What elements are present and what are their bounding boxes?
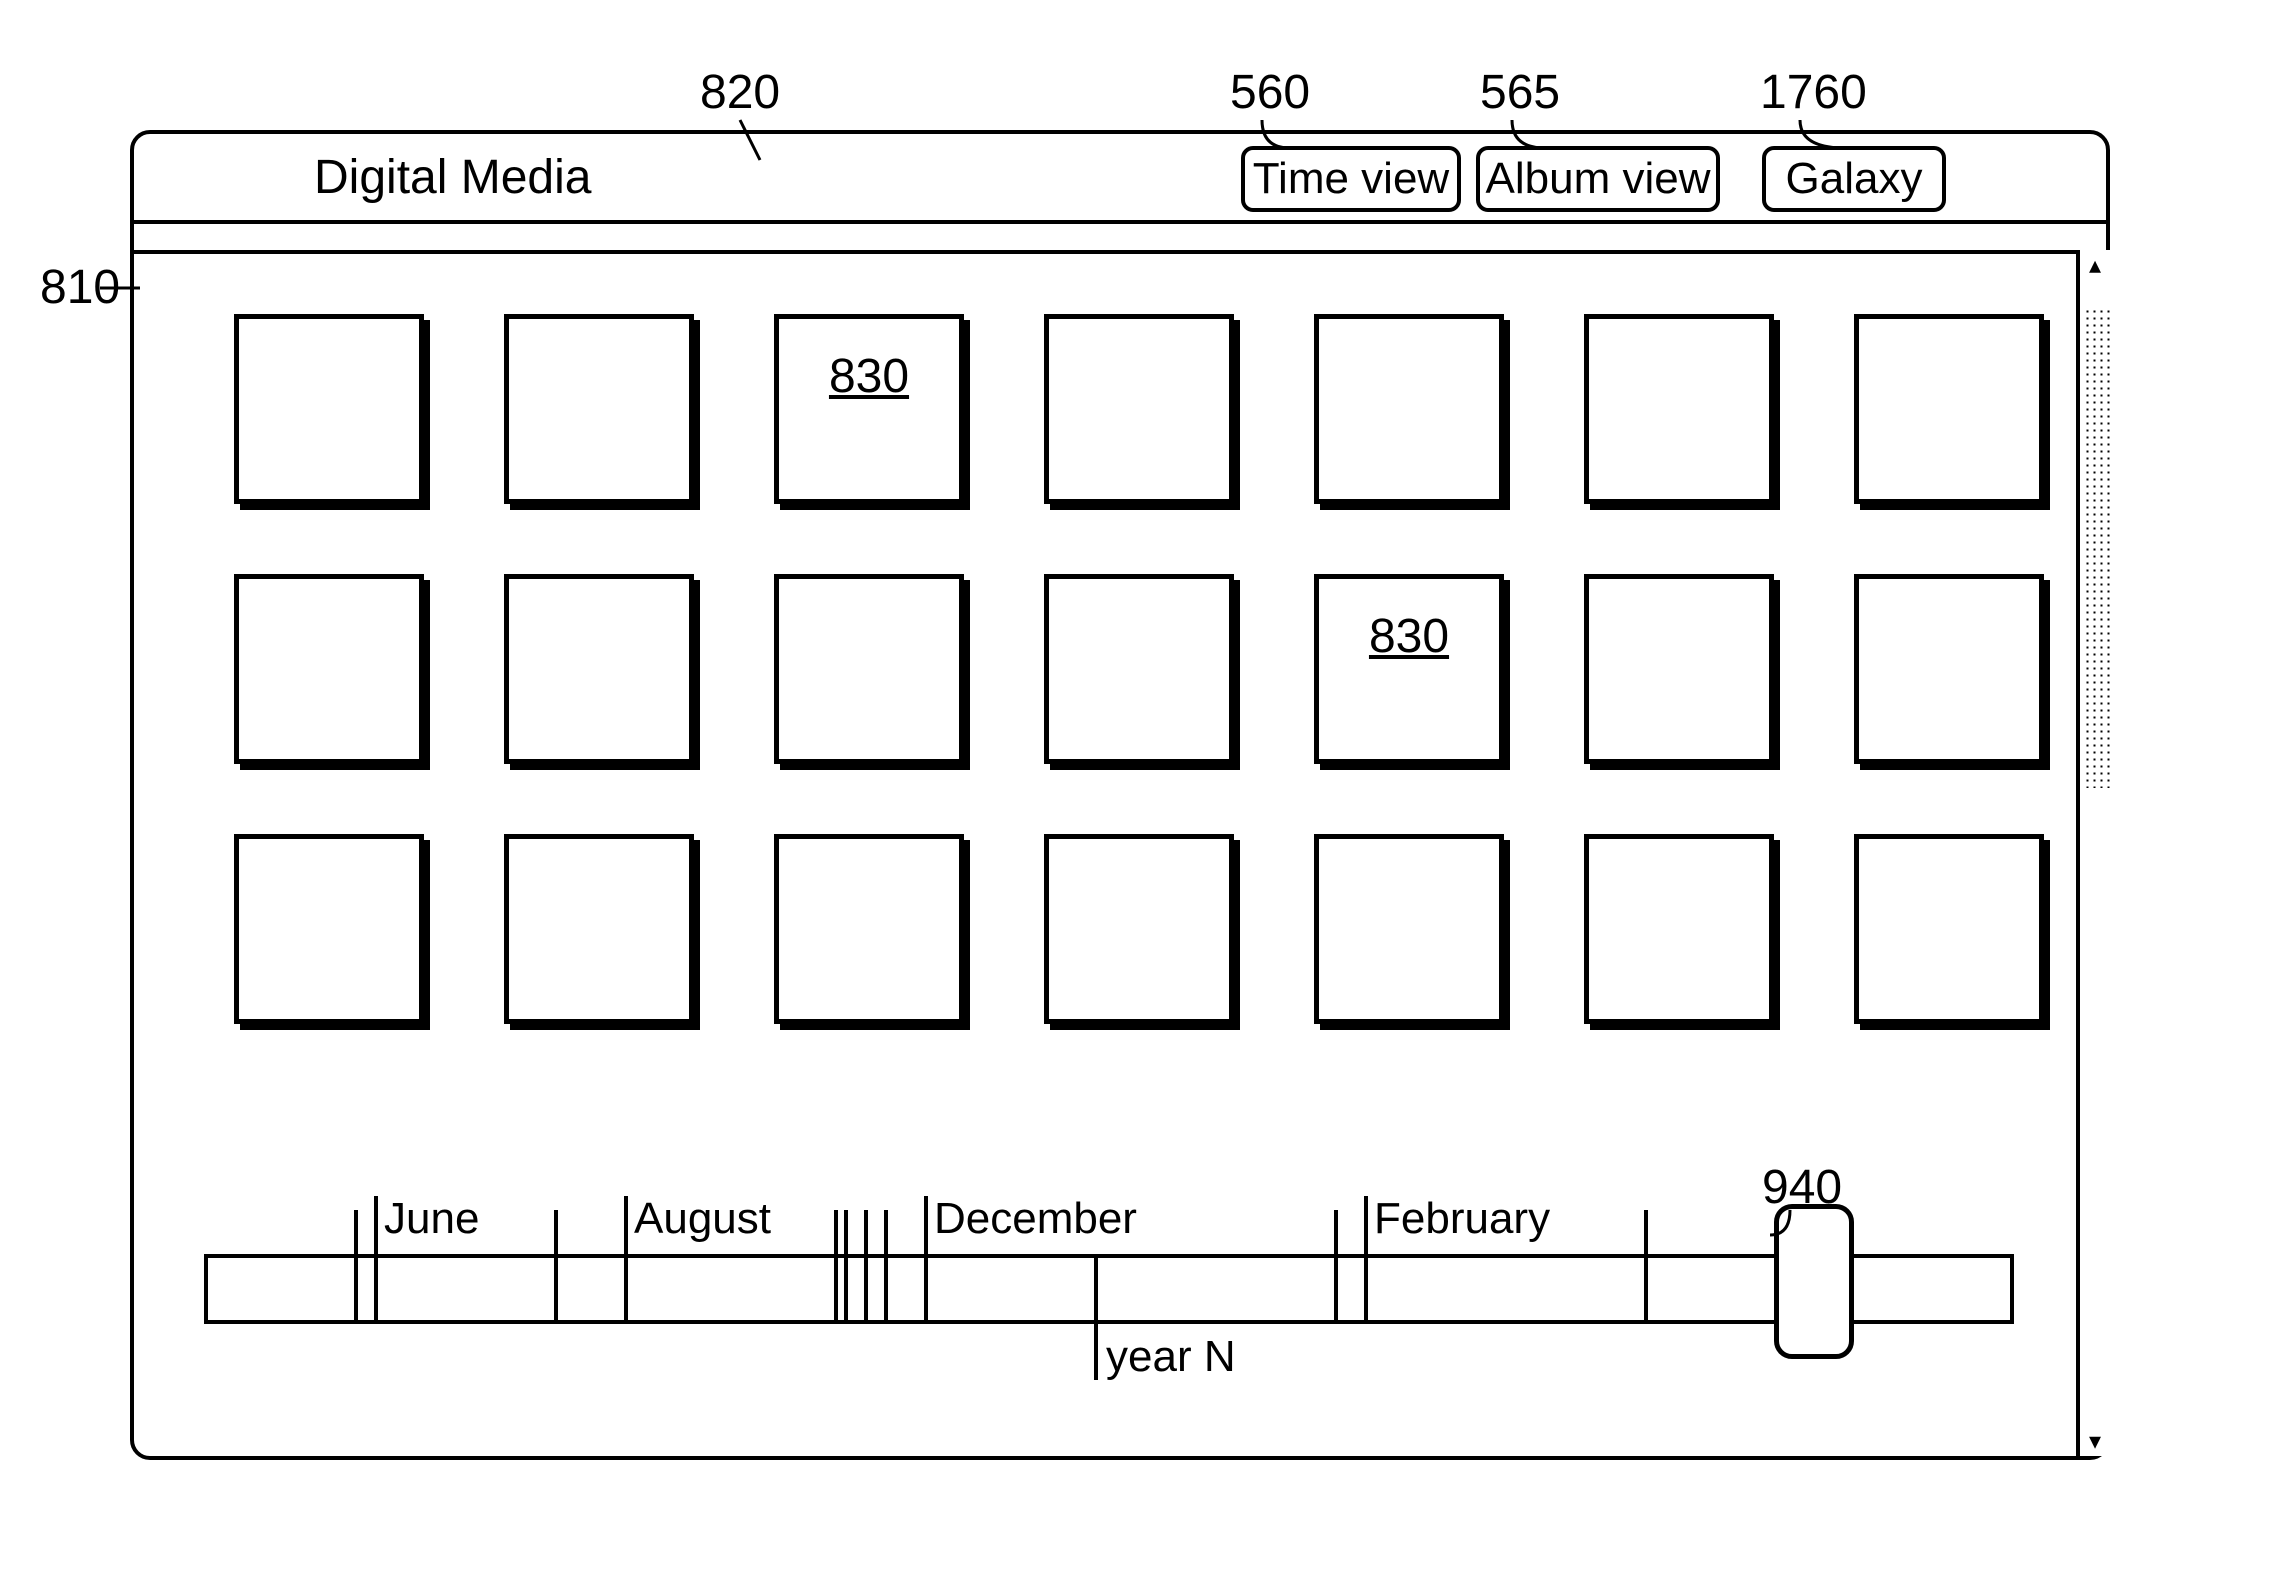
timeline-major-tick [1364,1196,1368,1324]
timeline-minor-tick [844,1210,848,1324]
scrollbar[interactable]: ▴▾ [2076,250,2110,1456]
media-tile[interactable] [1044,834,1234,1024]
timeline-month-label: June [384,1194,479,1244]
timeline-major-tick [624,1196,628,1324]
timeline-minor-tick [884,1210,888,1324]
content-divider [134,250,2106,254]
media-tile[interactable]: 830 [1314,574,1504,764]
media-tile[interactable] [234,574,424,764]
timeline-minor-tick [834,1210,838,1324]
timeline-year-tick [1094,1254,1098,1380]
timeline-minor-tick [1334,1210,1338,1324]
tile-ref-label: 830 [829,349,909,404]
timeline-major-tick [374,1196,378,1324]
timeline-year-label: year N [1106,1332,1236,1382]
media-tile[interactable] [1584,574,1774,764]
scroll-up-arrow-icon[interactable]: ▴ [2080,250,2110,280]
media-tile[interactable] [1044,314,1234,504]
scroll-thumb[interactable] [2084,308,2110,788]
timeline-month-label: August [634,1194,771,1244]
media-tile[interactable] [1584,834,1774,1024]
media-tile[interactable] [504,574,694,764]
media-tile[interactable] [1584,314,1774,504]
tile-ref-label: 830 [1369,609,1449,664]
timeline-major-tick [924,1196,928,1324]
media-tile[interactable] [1044,574,1234,764]
media-tile[interactable] [774,834,964,1024]
media-tile[interactable] [1854,574,2044,764]
app-title: Digital Media [134,150,591,205]
media-tile[interactable]: 830 [774,314,964,504]
media-tile[interactable] [504,834,694,1024]
media-tile[interactable] [1854,314,2044,504]
media-tile[interactable] [774,574,964,764]
media-tile[interactable] [504,314,694,504]
timeline-minor-tick [554,1210,558,1324]
timeline-minor-tick [354,1210,358,1324]
scroll-down-arrow-icon[interactable]: ▾ [2080,1426,2110,1456]
timeline-minor-tick [864,1210,868,1324]
media-tile[interactable] [1854,834,2044,1024]
timeline-month-label: February [1374,1194,1550,1244]
media-tile[interactable] [234,834,424,1024]
media-tile[interactable] [1314,314,1504,504]
timeline-month-label: December [934,1194,1137,1244]
timeline-minor-tick [1644,1210,1648,1324]
media-tile[interactable] [1314,834,1504,1024]
media-tile[interactable] [234,314,424,504]
